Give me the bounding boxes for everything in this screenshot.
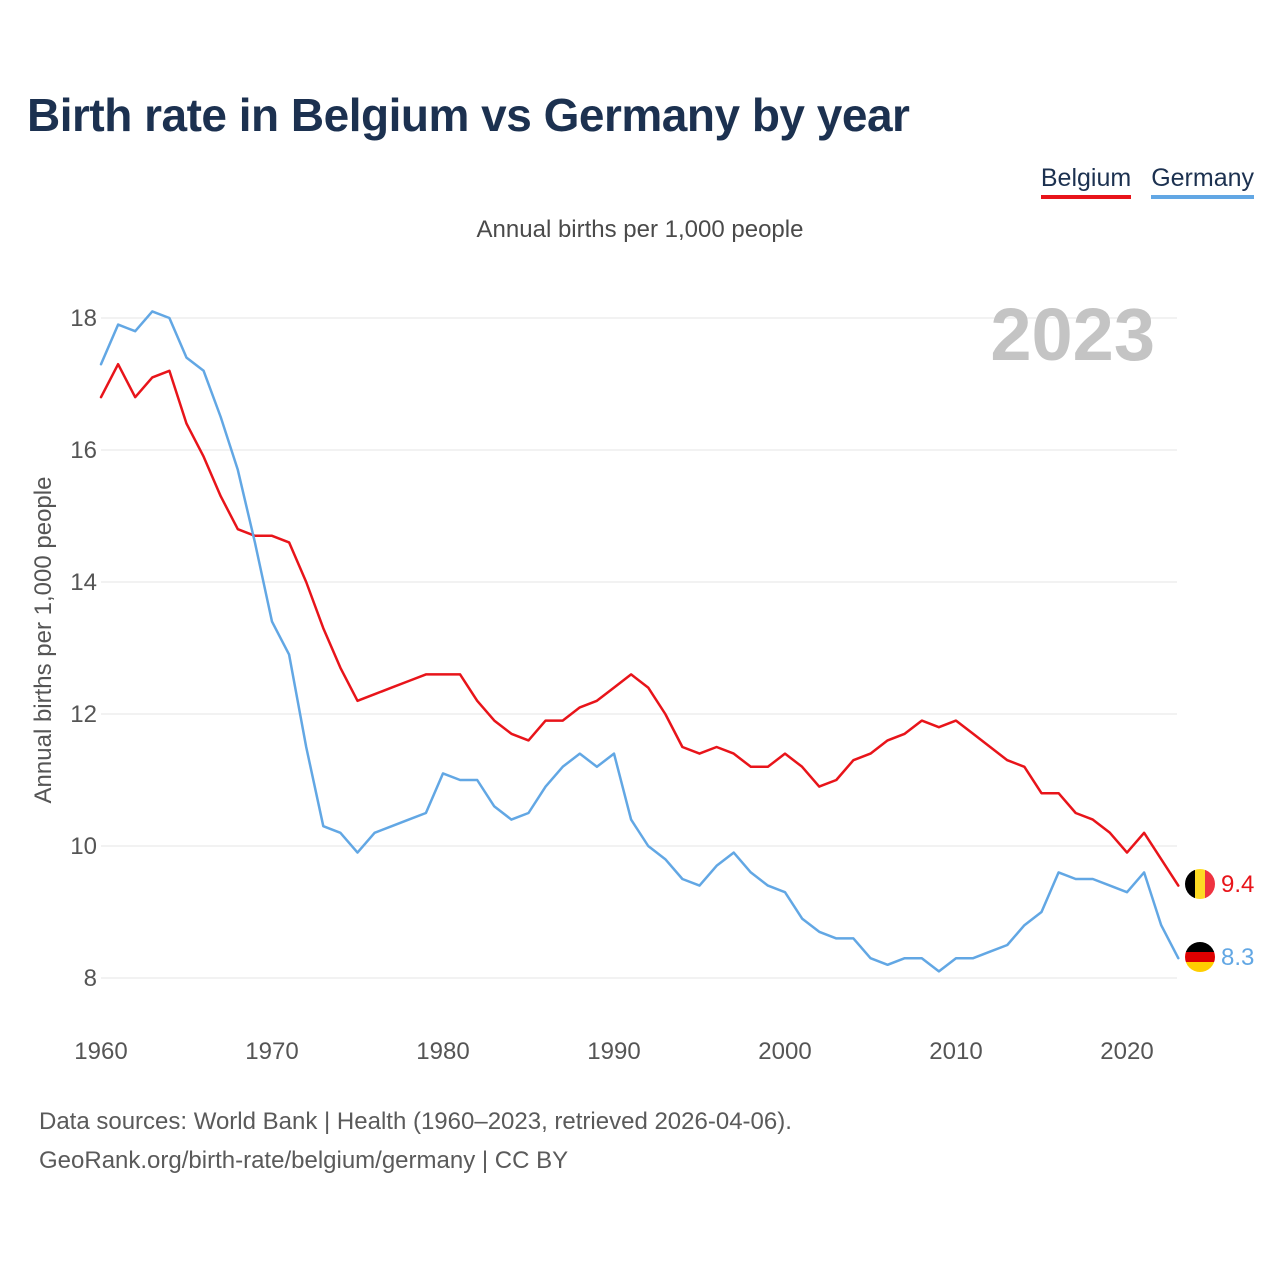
y-tick-label: 8 (84, 965, 97, 992)
y-axis-label: Annual births per 1,000 people (30, 477, 57, 804)
y-tick-label: 12 (70, 701, 97, 728)
chart-subtitle: Annual births per 1,000 people (476, 216, 804, 243)
chart-title: Birth rate in Belgium vs Germany by year (27, 89, 910, 141)
x-tick-label: 1970 (245, 1038, 298, 1065)
x-tick-label: 2020 (1100, 1038, 1153, 1065)
x-tick-label: 2000 (758, 1038, 811, 1065)
x-tick-label: 2010 (929, 1038, 982, 1065)
y-tick-label: 18 (70, 305, 97, 332)
belgium-flag-icon (1185, 869, 1215, 899)
source-link[interactable]: GeoRank.org/birth-rate/belgium/germany |… (39, 1147, 569, 1174)
series-line-germany[interactable] (99, 310, 1180, 973)
x-tick-label: 1960 (74, 1038, 127, 1065)
year-watermark: 2023 (990, 293, 1155, 376)
legend: Belgium Germany (1040, 164, 1254, 199)
x-tick-label: 1980 (416, 1038, 469, 1065)
germany-flag-icon (1185, 942, 1215, 972)
x-tick-label: 1990 (587, 1038, 640, 1065)
y-tick-label: 10 (70, 833, 97, 860)
belgium-end-label: 9.4 (1221, 871, 1254, 898)
series-line-belgium[interactable] (99, 362, 1180, 887)
legend-item-germany[interactable]: Germany (1151, 164, 1254, 199)
y-tick-label: 14 (70, 569, 97, 596)
source-line: Data sources: World Bank | Health (1960–… (39, 1108, 792, 1135)
y-tick-label: 16 (70, 437, 97, 464)
germany-end-label: 8.3 (1221, 944, 1254, 971)
legend-item-belgium[interactable]: Belgium (1040, 164, 1132, 199)
